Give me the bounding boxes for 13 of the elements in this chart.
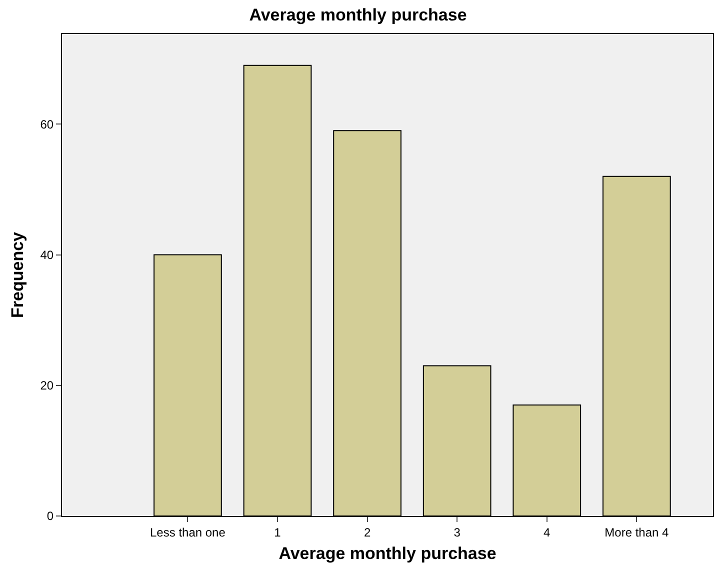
x-tick-label: Less than one bbox=[150, 525, 226, 540]
x-tick-label: More than 4 bbox=[604, 525, 670, 540]
y-axis-title: Frequency bbox=[8, 231, 27, 318]
x-tick-label: 1 bbox=[274, 525, 282, 540]
y-tick-label: 40 bbox=[40, 248, 54, 262]
y-tick-label: 60 bbox=[40, 117, 54, 132]
x-tick-label: 2 bbox=[364, 525, 371, 540]
y-tick-label: 20 bbox=[40, 378, 54, 393]
chart-title: Average monthly purchase bbox=[249, 5, 467, 24]
x-axis-title: Average monthly purchase bbox=[278, 544, 496, 563]
x-tick-label: 3 bbox=[454, 525, 461, 540]
x-tick-label: 4 bbox=[544, 525, 551, 540]
y-tick-label: 0 bbox=[46, 509, 54, 524]
